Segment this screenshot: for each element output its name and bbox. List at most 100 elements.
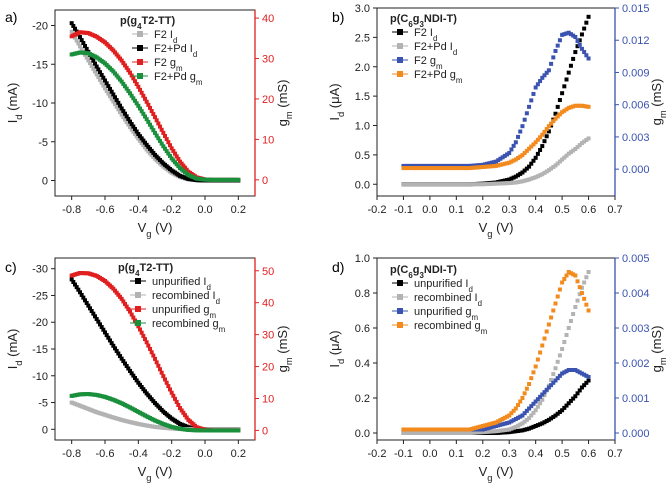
data-point [476,163,481,168]
legend-entry: F2 Id [154,29,177,45]
data-point [471,165,476,170]
data-point [522,411,527,416]
data-point [174,399,179,404]
data-point [154,133,159,138]
legend-swatch-marker [397,322,403,328]
x-tick-label: 0.0 [197,448,212,460]
data-point [494,429,498,434]
data-point [546,417,551,422]
data-point [149,125,154,130]
data-point [163,377,167,382]
data-point [524,427,529,432]
data-point [540,132,545,137]
data-point [564,153,569,158]
data-point [113,50,117,55]
data-point [469,182,474,187]
data-point [505,414,510,419]
data-point [405,427,410,432]
data-point [480,182,485,187]
data-point [101,327,106,332]
data-point [573,305,578,309]
data-point [482,426,487,431]
data-point [412,182,417,187]
data-point [184,167,189,172]
data-point [128,368,132,373]
data-point [482,182,487,187]
data-point [582,280,587,285]
data-point [467,427,472,432]
data-point [71,279,76,284]
panel-d: d) -0.2 -0.1 0.0 0.1 0.2 0.3 0.4 0.5 0.6 0.7 0.0 0.2… [327,253,668,483]
data-point [507,413,512,418]
data-point [575,369,580,374]
data-point [535,137,540,142]
data-point [507,151,512,156]
data-point [533,85,538,90]
data-point [516,415,521,420]
data-point [465,182,470,187]
y-left-tick-label: -5 [38,137,48,149]
data-point [114,98,119,103]
data-point [505,161,510,166]
data-point [81,295,86,300]
data-point [573,273,578,278]
data-point [582,372,587,377]
data-point [476,425,481,430]
series-3 [401,103,591,171]
data-point [438,163,443,168]
data-point [542,139,547,144]
data-point [126,307,131,312]
y-left-tick-label: -30 [32,264,48,276]
data-point [460,431,465,435]
data-point [99,80,104,85]
data-point [573,50,578,55]
data-point [482,423,487,428]
data-point [131,129,136,134]
series-3 [69,392,241,433]
data-point [527,406,532,411]
x-tick-label: -0.1 [394,204,413,216]
data-point [123,361,127,366]
data-point [500,181,505,186]
data-point [582,383,587,388]
data-point [445,427,450,432]
data-point [560,110,565,115]
data-point [443,431,448,435]
data-point [546,68,551,73]
data-point [584,380,589,385]
data-point [540,392,545,397]
data-point [134,134,139,139]
data-point [106,91,111,96]
panel-label: d) [332,259,344,275]
y-right-tick-label: 0.001 [622,393,650,405]
data-point [408,166,413,171]
data-point [509,426,514,431]
x-tick-label: 0.1 [449,204,464,216]
data-point [143,96,147,101]
data-point [179,161,184,166]
data-point [571,33,576,38]
x-tick-label: -0.6 [96,448,115,460]
data-point [489,421,494,426]
data-point [401,163,406,168]
data-point [518,129,523,134]
data-point [443,427,448,432]
data-point [171,393,176,398]
data-point [173,396,177,401]
data-point [480,427,485,432]
data-point [527,426,532,431]
data-point [544,387,549,392]
y-right-axis-label: gm (mS) [649,326,668,373]
data-point [575,279,580,284]
data-point [119,106,124,111]
data-point [86,303,91,308]
data-point [544,134,549,139]
data-point [118,294,122,299]
data-point [454,427,459,432]
x-tick-label: 0.2 [231,204,246,216]
data-point [577,370,582,375]
data-point [121,359,126,364]
data-point [555,43,560,48]
x-tick-label: -0.8 [62,204,81,216]
